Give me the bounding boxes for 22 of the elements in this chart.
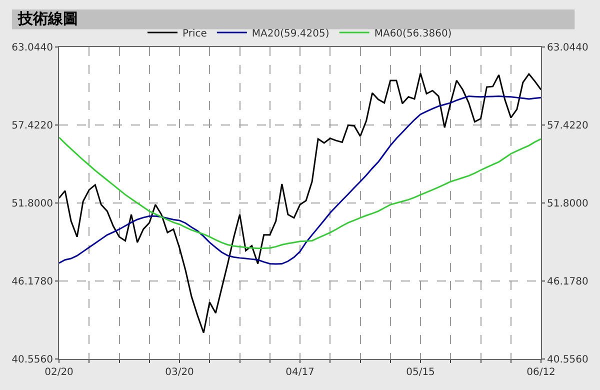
y-tick-label: 63.0440 — [12, 42, 53, 54]
y2-tick-label: 63.0440 — [547, 42, 588, 54]
x-tick-label: 04/17 — [286, 367, 314, 378]
y2-tick-label: 46.1780 — [547, 276, 588, 288]
line-series — [59, 96, 541, 265]
x-tick-label: 06/12 — [526, 367, 556, 378]
legend-label: Price — [182, 28, 207, 40]
line-series — [59, 136, 541, 250]
x-tick-label: 02/20 — [44, 367, 74, 378]
y-tick-label: 40.5560 — [12, 354, 53, 366]
line-series — [59, 72, 541, 334]
chart-title: 技術線圖 — [17, 9, 78, 28]
y-tick-label: 46.1780 — [12, 276, 53, 288]
y2-tick-label: 40.5560 — [547, 354, 588, 366]
y-tick-label: 57.4220 — [12, 120, 53, 132]
x-tick-label: 03/20 — [165, 367, 194, 378]
y-tick-label: 51.8000 — [12, 198, 53, 210]
y2-tick-label: 51.8000 — [547, 198, 588, 210]
legend-label: MA20(59.4205) — [252, 28, 330, 40]
x-tick-label: 05/15 — [406, 367, 435, 378]
y2-tick-label: 57.4220 — [547, 120, 588, 132]
legend-label: MA60(56.3860) — [374, 28, 452, 40]
